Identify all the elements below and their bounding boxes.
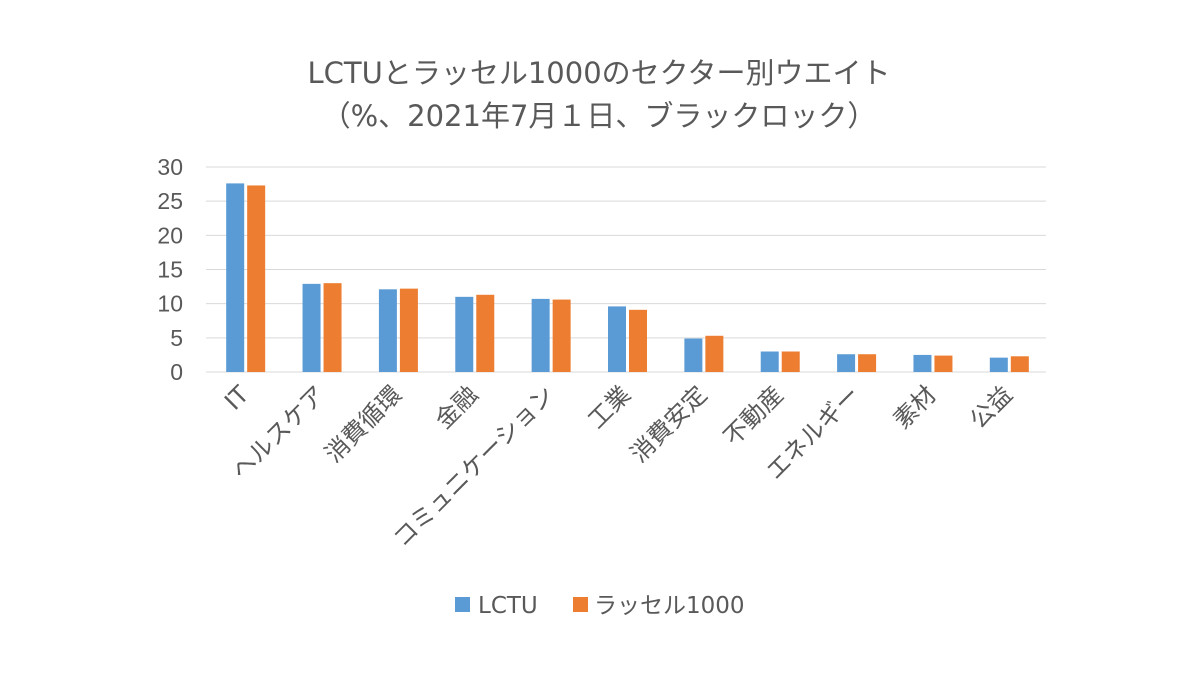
- bar-russell1000: [552, 299, 571, 372]
- x-category-label: 消費安定: [625, 380, 713, 468]
- x-category-label: IT: [219, 380, 254, 415]
- bar-lctu: [302, 283, 321, 372]
- bars: [226, 183, 1029, 372]
- bar-lctu: [531, 298, 550, 372]
- legend: LCTU ラッセル1000: [455, 593, 745, 619]
- bar-russell1000: [858, 354, 877, 372]
- y-tick-label: 30: [157, 154, 183, 180]
- bar-russell1000: [476, 294, 495, 372]
- bar-lctu: [913, 354, 932, 372]
- bar-russell1000: [399, 288, 418, 372]
- bar-lctu: [226, 183, 245, 372]
- bar-lctu: [989, 357, 1008, 372]
- legend-swatch: [455, 597, 470, 612]
- x-category-label: 金融: [430, 380, 484, 434]
- x-category-label: 公益: [964, 380, 1018, 434]
- legend-label: LCTU: [478, 593, 538, 619]
- x-category-label: 素材: [888, 380, 942, 434]
- y-tick-label: 25: [157, 188, 183, 214]
- chart-title: LCTUとラッセル1000のセクター別ウエイト: [308, 56, 891, 90]
- bar-russell1000: [247, 185, 266, 372]
- y-tick-label: 5: [170, 325, 183, 351]
- x-category-label: 工業: [583, 380, 637, 434]
- x-category-label: 不動産: [718, 380, 789, 451]
- chart-subtitle: （%、2021年7月１日、ブラックロック）: [322, 99, 877, 133]
- y-tick-label: 10: [157, 291, 183, 317]
- y-tick-label: 20: [157, 222, 183, 248]
- legend-swatch: [573, 597, 588, 612]
- legend-label: ラッセル1000: [594, 593, 745, 619]
- bar-russell1000: [1010, 356, 1029, 372]
- bar-russell1000: [323, 283, 342, 372]
- y-tick-label: 0: [170, 359, 183, 385]
- bar-lctu: [608, 306, 626, 372]
- bar-russell1000: [629, 309, 647, 372]
- bar-russell1000: [934, 355, 953, 372]
- bar-lctu: [378, 289, 397, 372]
- gridlines: [206, 166, 1046, 373]
- bar-lctu: [684, 338, 703, 372]
- bar-lctu: [760, 351, 779, 372]
- bar-russell1000: [705, 335, 724, 372]
- y-tick-label: 15: [157, 257, 183, 283]
- bar-lctu: [837, 354, 856, 372]
- x-category-label: 消費循環: [319, 380, 407, 468]
- y-axis-ticks: 0 5 10 15 20 25 30: [157, 154, 183, 385]
- bar-lctu: [455, 296, 474, 372]
- bar-russell1000: [781, 351, 800, 372]
